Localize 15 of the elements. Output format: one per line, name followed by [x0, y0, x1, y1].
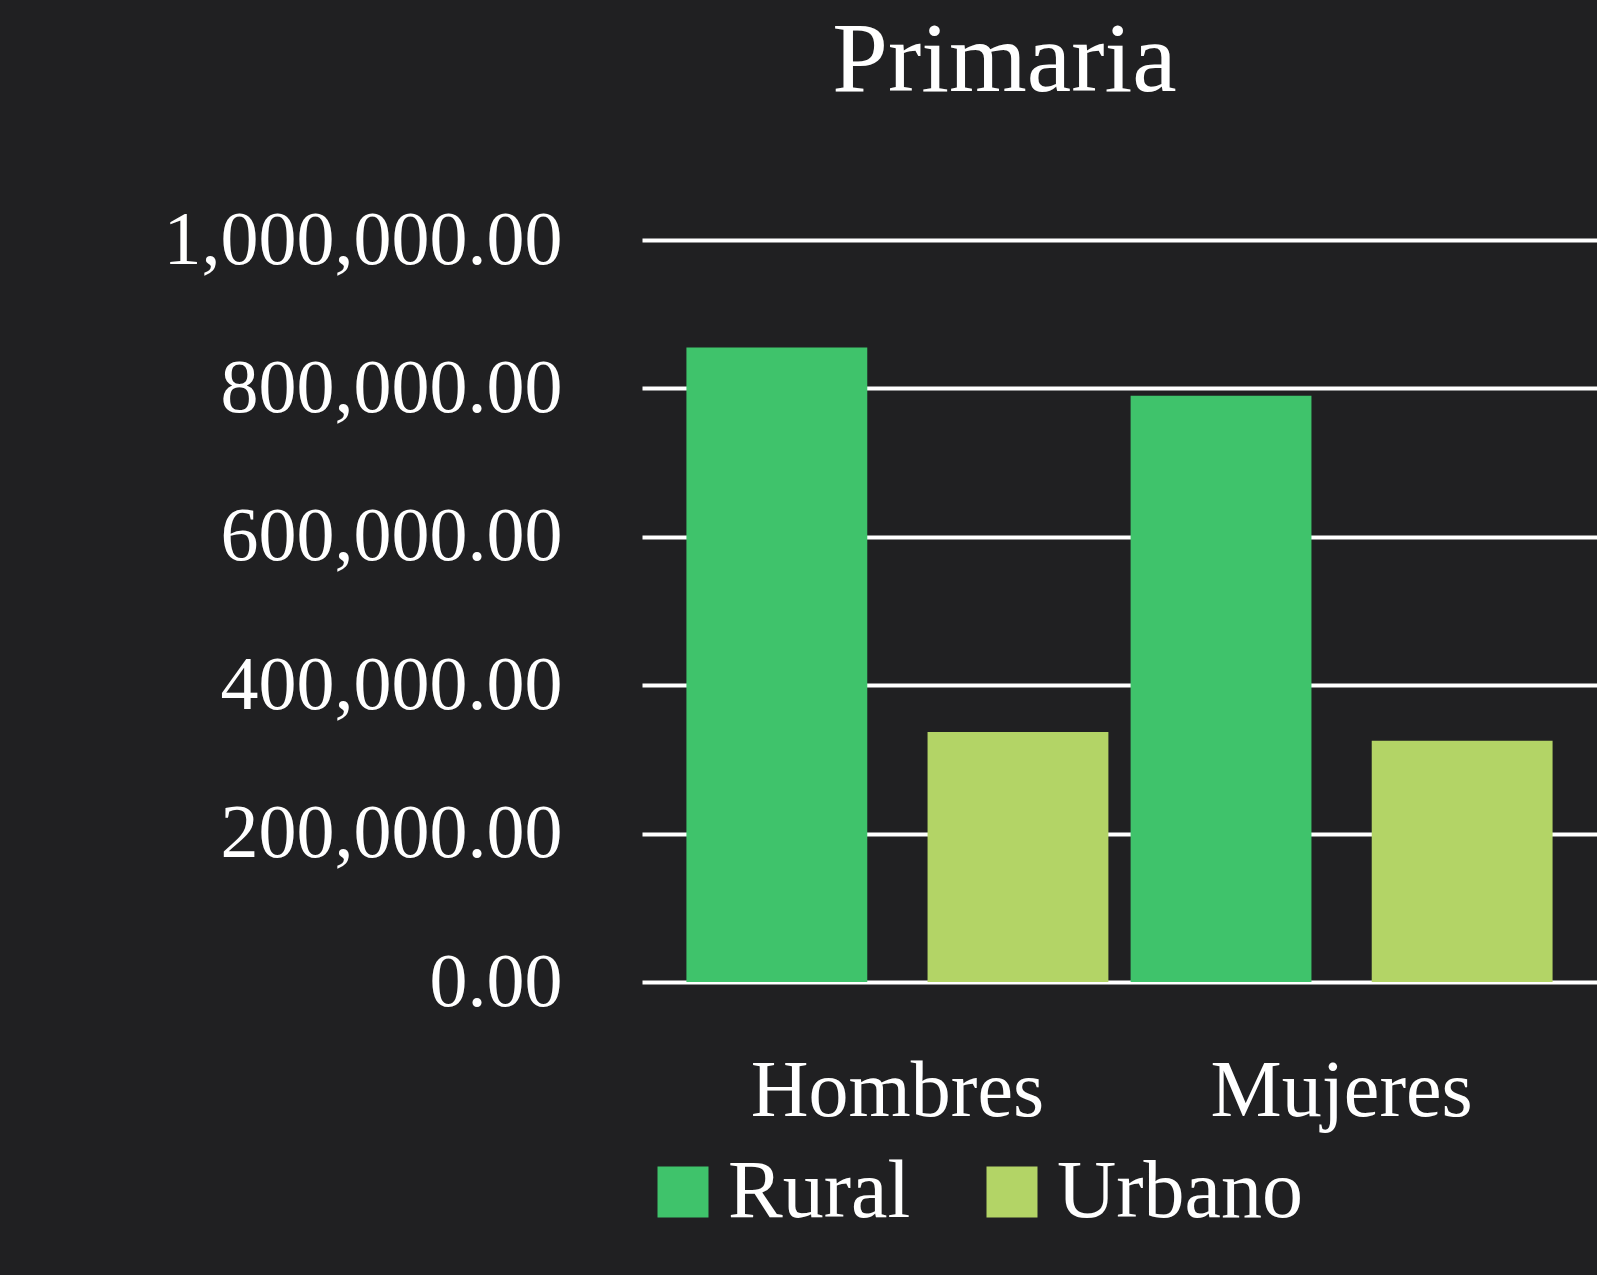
bar [1130, 395, 1312, 982]
legend-label: Urbano [1057, 1144, 1303, 1235]
y-tick-label: 400,000.00 [220, 640, 563, 725]
x-tick-label: Hombres [750, 1044, 1045, 1133]
y-tick-label: 1,000,000.00 [163, 195, 563, 280]
y-tick-label: 200,000.00 [220, 789, 563, 874]
chart-title: Primaria [832, 2, 1177, 113]
legend-label: Rural [728, 1144, 911, 1235]
y-tick-label: 0.00 [429, 937, 563, 1022]
y-tick-label: 800,000.00 [220, 343, 563, 428]
bar [927, 731, 1109, 982]
x-tick-label: Mujeres [1210, 1044, 1473, 1133]
bar [686, 347, 868, 982]
bar [1371, 740, 1553, 982]
y-tick-label: 600,000.00 [220, 492, 563, 577]
